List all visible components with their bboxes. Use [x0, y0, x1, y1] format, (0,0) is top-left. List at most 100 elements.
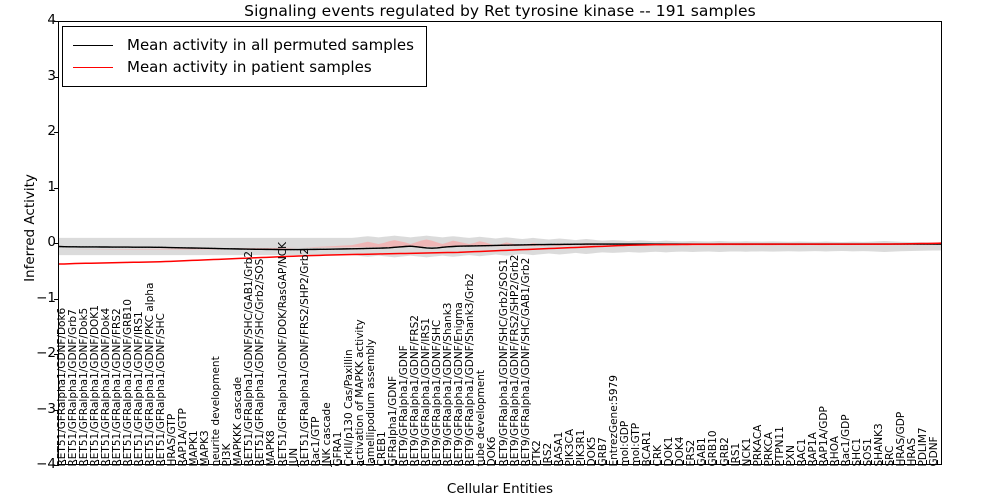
- x-tick-label: EntrezGene:5979: [607, 374, 620, 466]
- x-tick-mark: [451, 460, 453, 464]
- x-tick-mark: [937, 460, 939, 464]
- x-tick-mark: [849, 460, 851, 464]
- x-tick-label: lamellipodium assembly: [364, 338, 377, 466]
- x-tick-mark: [230, 460, 232, 464]
- x-tick-label: RET51/GFRalpha1/GDNF/PKC alpha: [143, 282, 156, 466]
- x-tick-mark: [528, 460, 530, 464]
- x-tick-mark: [749, 460, 751, 464]
- x-tick-label: RET51/GFRalpha1/GDNF/Dok4: [99, 307, 112, 466]
- x-tick-mark: [296, 460, 298, 464]
- y-tick-label: −1: [36, 289, 56, 306]
- x-tick-mark: [628, 460, 630, 464]
- x-tick-label: RET51/GFRalpha1/GDNF/Grb7: [66, 308, 79, 466]
- x-tick-label: IRS1: [729, 442, 742, 466]
- x-tick-label: RET51/GFRalpha1/GDNF/SHC: [154, 312, 167, 466]
- x-tick-mark: [782, 460, 784, 464]
- x-tick-label: JNK cascade: [320, 401, 333, 466]
- x-tick-mark: [650, 460, 652, 464]
- x-tick-label: Rac1/GDP: [839, 413, 852, 466]
- x-tick-mark: [583, 460, 585, 464]
- y-tick-mark: [54, 21, 59, 23]
- x-tick-label: RET51/GFRalpha1/GDNF/IRS1: [132, 310, 145, 466]
- x-tick-mark: [384, 460, 386, 464]
- x-tick-mark: [208, 460, 210, 464]
- x-tick-mark: [771, 460, 773, 464]
- y-tick-label: 2: [47, 123, 56, 139]
- legend-label-permuted: Mean activity in all permuted samples: [127, 36, 414, 54]
- x-tick-mark: [506, 460, 508, 464]
- x-tick-mark: [141, 460, 143, 464]
- x-tick-mark: [429, 460, 431, 464]
- x-tick-mark: [108, 460, 110, 464]
- x-tick-label: mol:GDP: [618, 420, 631, 466]
- x-tick-label: JUN: [287, 447, 300, 466]
- x-tick-mark: [594, 460, 596, 464]
- x-tick-mark: [175, 460, 177, 464]
- x-tick-label: PTK2: [530, 439, 543, 466]
- x-tick-mark: [462, 460, 464, 464]
- x-tick-label: RAP1A/GDP: [817, 405, 830, 466]
- x-tick-label: RET51/GFRalpha1/GDNF/FRS2: [110, 307, 123, 466]
- y-tick-mark: [54, 243, 59, 245]
- x-tick-mark: [86, 460, 88, 464]
- x-tick-mark: [373, 460, 375, 464]
- x-tick-mark: [561, 460, 563, 464]
- x-tick-label: RET51/GFRalpha1/GDNF/Dok6: [55, 307, 68, 466]
- x-tick-mark: [274, 460, 276, 464]
- x-tick-label: RAP1A/GTP: [176, 407, 189, 466]
- x-tick-mark: [362, 460, 364, 464]
- x-tick-mark: [152, 460, 154, 464]
- x-tick-mark: [396, 460, 398, 464]
- x-tick-label: PRKACA: [751, 424, 764, 466]
- y-tick-mark: [54, 298, 59, 300]
- x-tick-mark: [694, 460, 696, 464]
- x-tick-mark: [550, 460, 552, 464]
- legend-item-patient: Mean activity in patient samples: [73, 56, 414, 78]
- chart-legend: Mean activity in all permuted samples Me…: [62, 26, 427, 87]
- y-tick-label: −2: [36, 345, 56, 361]
- x-tick-mark: [64, 460, 66, 464]
- x-tick-mark: [473, 460, 475, 464]
- plot-area: [58, 21, 942, 465]
- y-tick-label: −4: [36, 456, 56, 472]
- x-tick-mark: [815, 460, 817, 464]
- x-tick-mark: [716, 460, 718, 464]
- x-tick-mark: [672, 460, 674, 464]
- x-tick-label: RET9/GFRalpha1/GDNF: [397, 344, 410, 466]
- x-tick-label: Rac1/GTP: [309, 416, 322, 466]
- x-tick-mark: [871, 460, 873, 464]
- x-tick-mark: [882, 460, 884, 464]
- x-tick-mark: [760, 460, 762, 464]
- y-tick-mark: [54, 132, 59, 134]
- x-tick-label: RET9/GFRalpha1/GDNF/SHC/GAB1/Grb2: [519, 257, 532, 466]
- x-tick-mark: [804, 460, 806, 464]
- x-tick-mark: [915, 460, 917, 464]
- x-tick-mark: [705, 460, 707, 464]
- y-tick-label: 3: [47, 67, 56, 84]
- y-tick-label: 0: [47, 234, 56, 250]
- x-tick-mark: [860, 460, 862, 464]
- x-tick-mark: [495, 460, 497, 464]
- x-tick-label: RET51/GFRalpha1/GDNF/FRS2/SHP2/Grb2: [298, 247, 311, 466]
- legend-swatch-permuted: [73, 44, 113, 46]
- x-tick-mark: [793, 460, 795, 464]
- x-tick-mark: [683, 460, 685, 464]
- y-tick-mark: [54, 409, 59, 411]
- y-tick-mark: [54, 187, 59, 189]
- x-tick-label: GFRalpha1/GDNF: [386, 375, 399, 466]
- x-tick-mark: [639, 460, 641, 464]
- x-tick-label: PTPN11: [773, 425, 786, 466]
- y-tick-label: 1: [47, 178, 56, 195]
- x-tick-mark: [75, 460, 77, 464]
- x-tick-label: RET51/GFRalpha1/GDNF/Dok5: [77, 307, 90, 466]
- x-tick-label: PIK3R1: [574, 429, 587, 466]
- x-tick-label: GFRA1: [331, 431, 344, 466]
- y-tick-mark: [54, 465, 59, 467]
- x-tick-label: CREB1: [375, 430, 388, 466]
- x-tick-mark: [97, 460, 99, 464]
- x-tick-label: RAP1A: [806, 431, 819, 466]
- x-tick-mark: [186, 460, 188, 464]
- x-tick-label: HRAS/GTP: [165, 413, 178, 466]
- x-tick-label: RET51/GFRalpha1/GDNF/DOK1: [88, 304, 101, 466]
- x-tick-label: RET9/GFRalpha1/GDNF/FRS2/SHP2/Grb2: [508, 254, 521, 466]
